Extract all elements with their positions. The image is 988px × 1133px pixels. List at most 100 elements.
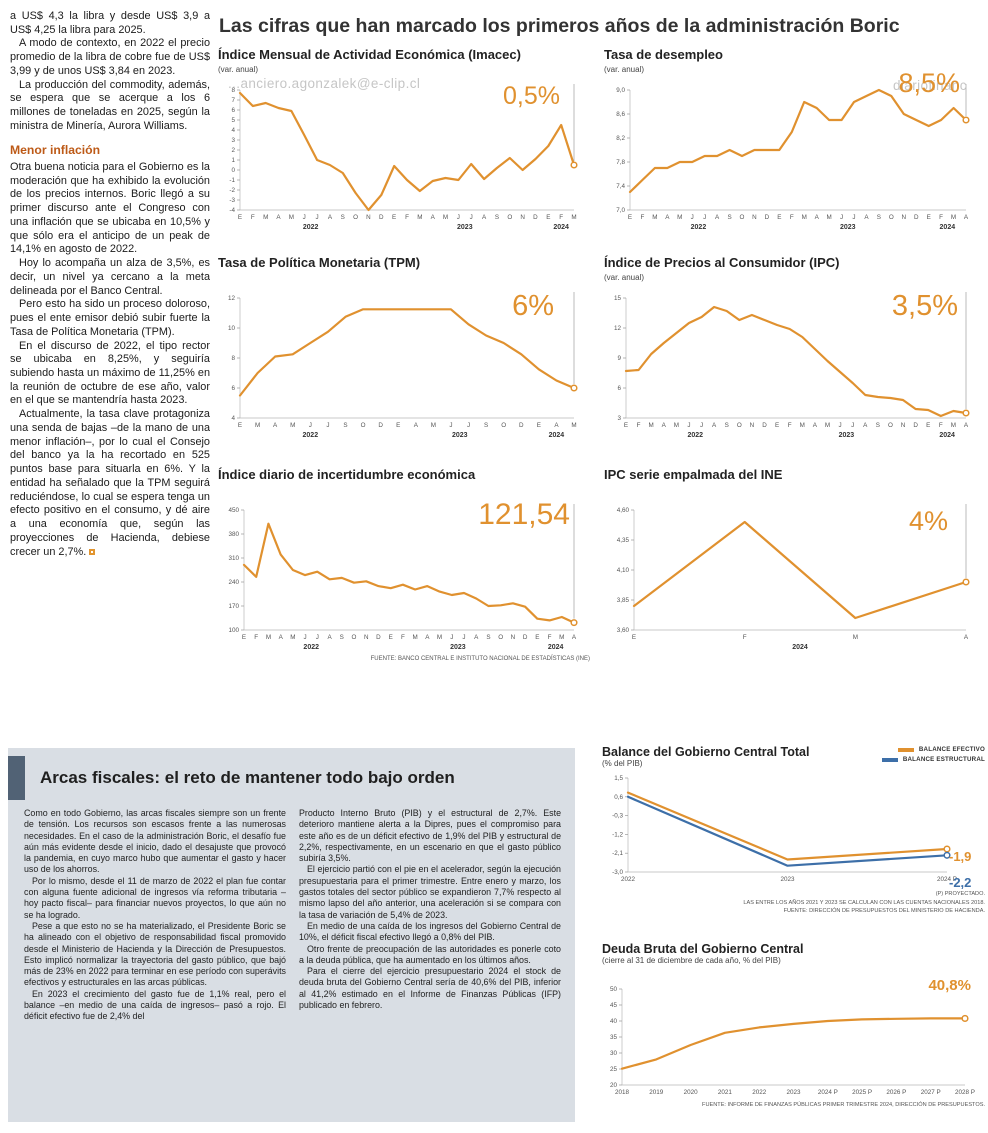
svg-text:4,35: 4,35 [617, 537, 630, 544]
page-title: Las cifras que han marcado los primeros … [219, 15, 900, 37]
chart-title: IPC serie empalmada del INE [604, 467, 783, 482]
svg-text:D: D [378, 422, 383, 429]
svg-text:A: A [414, 422, 419, 429]
svg-text:M: M [652, 214, 657, 221]
svg-text:2026 P: 2026 P [886, 1089, 906, 1096]
svg-text:6: 6 [231, 107, 235, 114]
svg-text:2021: 2021 [718, 1089, 733, 1096]
svg-text:J: J [851, 422, 854, 429]
svg-text:2020: 2020 [684, 1089, 699, 1096]
svg-text:4,60: 4,60 [617, 507, 630, 514]
svg-text:S: S [725, 422, 729, 429]
chart-value-label: 121,54 [478, 498, 570, 531]
svg-text:F: F [641, 214, 645, 221]
svg-text:3,85: 3,85 [617, 597, 630, 604]
svg-text:35: 35 [610, 1034, 618, 1041]
svg-text:S: S [484, 422, 488, 429]
svg-text:F: F [251, 214, 255, 221]
svg-text:J: J [687, 422, 690, 429]
chart-subtitle: (var. anual) [604, 272, 645, 282]
svg-text:S: S [341, 214, 345, 221]
svg-text:E: E [775, 422, 779, 429]
fiscal-paragraph: Por lo mismo, desde el 11 de marzo de 20… [24, 875, 286, 920]
chart-title: Balance del Gobierno Central Total [602, 745, 810, 759]
svg-text:45: 45 [610, 1002, 618, 1009]
svg-text:2022: 2022 [691, 224, 707, 231]
svg-text:O: O [352, 634, 357, 641]
svg-text:3,60: 3,60 [617, 627, 630, 634]
svg-text:J: J [449, 422, 452, 429]
svg-text:M: M [412, 634, 417, 641]
svg-text:N: N [901, 422, 906, 429]
legend-item: BALANCE ESTRUCTURAL [881, 756, 985, 763]
chart-tpm: Tasa de Política Monetaria (TPM) 6% 12 10… [218, 255, 590, 442]
svg-text:J: J [303, 214, 306, 221]
svg-text:2024: 2024 [553, 224, 569, 231]
svg-text:O: O [501, 422, 506, 429]
svg-text:J: J [309, 422, 312, 429]
fiscal-paragraph: Otro frente de preocupación de las autor… [299, 943, 561, 965]
svg-text:50: 50 [610, 986, 618, 993]
article-paragraph-text: Actualmente, la tasa clave protagoniza u… [10, 408, 210, 558]
svg-text:-2: -2 [229, 187, 235, 194]
svg-text:O: O [361, 422, 366, 429]
svg-text:F: F [790, 214, 794, 221]
svg-text:F: F [743, 634, 747, 641]
fiscal-paragraph: Producto Interno Bruto (PIB) y el estruc… [299, 808, 561, 864]
svg-text:M: M [853, 634, 858, 641]
chart-deuda: Deuda Bruta del Gobierno Central (cierre… [602, 942, 985, 1110]
chart-value-label: 40,8% [928, 977, 971, 994]
chart-subtitle [218, 485, 590, 496]
chart-legend: BALANCE EFECTIVO BALANCE ESTRUCTURAL [881, 746, 985, 766]
svg-text:2024 P: 2024 P [937, 876, 957, 883]
svg-text:25: 25 [610, 1066, 618, 1073]
svg-text:D: D [379, 214, 384, 221]
svg-text:J: J [838, 422, 841, 429]
legend-swatch-efectivo [897, 747, 914, 752]
svg-text:-0,3: -0,3 [612, 813, 623, 820]
svg-text:A: A [815, 214, 820, 221]
svg-text:8: 8 [231, 87, 235, 94]
svg-text:F: F [788, 422, 792, 429]
svg-text:M: M [677, 214, 682, 221]
svg-text:A: A [482, 214, 487, 221]
svg-text:6: 6 [617, 385, 621, 392]
svg-text:2024 P: 2024 P [818, 1089, 838, 1096]
svg-text:D: D [913, 422, 918, 429]
svg-text:0,6: 0,6 [614, 794, 623, 801]
end-of-article-icon [89, 548, 96, 555]
svg-text:A: A [712, 422, 717, 429]
article-paragraph: En el discurso de 2022, el tipo rector s… [10, 339, 210, 407]
svg-text:S: S [876, 422, 880, 429]
svg-text:N: N [901, 214, 906, 221]
svg-text:M: M [649, 422, 654, 429]
svg-text:2023: 2023 [780, 876, 795, 883]
svg-text:M: M [674, 422, 679, 429]
svg-text:2022: 2022 [303, 224, 319, 231]
svg-text:E: E [546, 214, 550, 221]
svg-text:F: F [637, 422, 641, 429]
fiscal-paragraph: Pese a que esto no se ha materializado, … [24, 920, 286, 988]
chart-value-label: 6% [512, 290, 554, 322]
svg-text:J: J [700, 422, 703, 429]
svg-text:100: 100 [228, 627, 239, 634]
svg-text:9,0: 9,0 [616, 87, 625, 94]
svg-text:5: 5 [231, 117, 235, 124]
svg-text:A: A [572, 634, 577, 641]
svg-text:4,10: 4,10 [617, 567, 630, 574]
svg-text:30: 30 [610, 1050, 618, 1057]
svg-text:M: M [826, 214, 831, 221]
svg-text:O: O [888, 422, 893, 429]
svg-text:170: 170 [228, 603, 239, 610]
svg-text:J: J [316, 634, 319, 641]
svg-text:2023: 2023 [840, 224, 856, 231]
note-line: FUENTE: DIRECCIÓN DE PRESUPUESTOS DEL MI… [783, 908, 985, 915]
svg-text:E: E [927, 214, 931, 221]
svg-text:D: D [765, 214, 770, 221]
svg-text:-3,0: -3,0 [612, 869, 623, 876]
svg-text:J: J [462, 634, 465, 641]
chart-balance: Balance del Gobierno Central Total (% de… [602, 745, 985, 916]
